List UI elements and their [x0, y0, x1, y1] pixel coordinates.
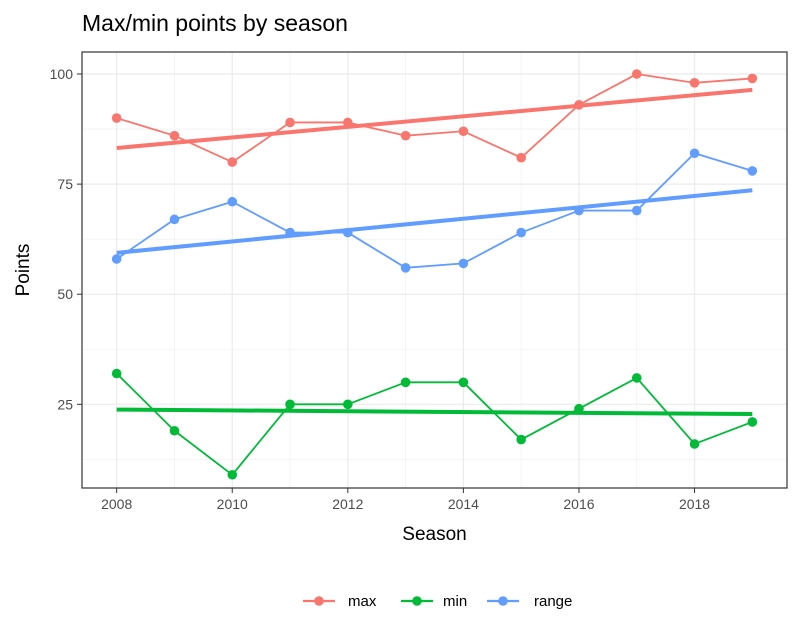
data-point-max: [689, 78, 700, 88]
data-point-max: [227, 157, 238, 167]
data-point-min: [111, 368, 122, 379]
data-point-min: [458, 377, 469, 388]
data-point-max: [343, 117, 353, 128]
data-point-range: [631, 205, 642, 216]
data-point-min: [574, 403, 584, 414]
data-point-min: [631, 373, 642, 383]
y-tick-label: 50: [57, 286, 73, 302]
data-point-max: [574, 100, 584, 110]
series-points: [111, 69, 758, 480]
legend-point-min: [412, 596, 422, 606]
data-point-max: [169, 130, 180, 141]
data-point-range: [574, 205, 584, 216]
data-point-max: [458, 126, 469, 137]
data-point-min: [400, 377, 411, 388]
data-point-min: [227, 469, 238, 480]
major-grid: [82, 52, 787, 488]
y-axis-title: Points: [13, 244, 34, 297]
data-point-range: [343, 227, 353, 238]
data-point-max: [111, 113, 122, 123]
series-line-max: [116, 73, 753, 164]
y-tick-label: 25: [57, 396, 73, 412]
data-point-min: [285, 399, 295, 410]
x-tick-label: 2018: [679, 496, 710, 512]
plot-border: [81, 51, 788, 489]
legend-key-min: [401, 596, 433, 606]
data-point-range: [747, 166, 758, 176]
y-tick-label: 100: [50, 66, 74, 82]
trend-line-min: [116, 407, 753, 417]
trend-line-max: [116, 87, 753, 150]
x-tick-label: 2016: [563, 496, 594, 512]
data-point-range: [227, 196, 238, 207]
data-point-min: [689, 439, 700, 449]
chart-title: Max/min points by season: [82, 10, 348, 36]
x-tick-label: 2010: [217, 496, 248, 512]
data-point-min: [747, 417, 758, 427]
data-point-range: [516, 227, 526, 238]
data-point-max: [631, 69, 642, 79]
data-point-min: [516, 434, 526, 445]
data-point-range: [111, 254, 122, 264]
series-lines: [116, 73, 753, 476]
x-axis-title: Season: [402, 524, 466, 545]
y-axis-ticks: 25 50 75 100: [50, 66, 82, 412]
data-point-range: [458, 258, 469, 269]
x-axis-ticks: 2008 2010 2012 2014 2016 2018: [101, 488, 710, 512]
data-point-range: [689, 148, 700, 159]
legend-key-range: [487, 596, 519, 606]
data-point-max: [285, 117, 295, 128]
legend-point-max: [314, 596, 324, 606]
legend-key-max: [303, 596, 335, 606]
y-tick-label: 75: [57, 176, 73, 192]
x-tick-label: 2014: [448, 496, 479, 512]
legend-label-max: max: [348, 593, 377, 610]
legend-label-min: min: [443, 593, 467, 610]
data-point-range: [400, 262, 411, 273]
series-line-min: [116, 372, 753, 476]
legend: max min range: [303, 593, 572, 610]
x-tick-label: 2008: [101, 496, 132, 512]
data-point-max: [747, 73, 758, 84]
x-tick-label: 2012: [332, 496, 363, 512]
data-point-range: [285, 227, 295, 238]
series-line-range: [116, 152, 753, 269]
legend-point-range: [498, 596, 508, 606]
data-point-min: [343, 399, 353, 410]
data-point-max: [516, 152, 526, 163]
data-point-range: [169, 214, 180, 225]
data-point-max: [400, 130, 411, 141]
data-point-min: [169, 425, 180, 436]
legend-label-range: range: [534, 593, 572, 610]
